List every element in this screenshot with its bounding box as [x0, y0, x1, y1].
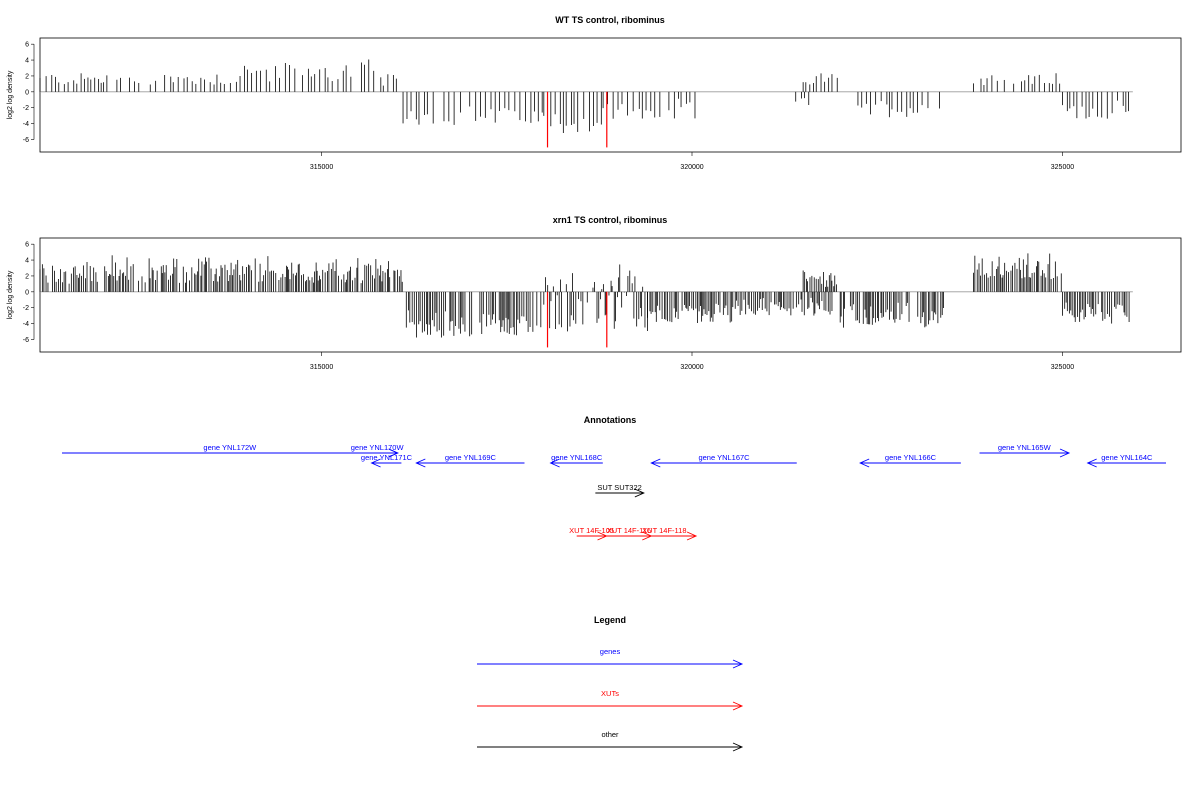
xrn1-x-tick-label: 325000: [1051, 364, 1074, 371]
wt-y-tick-label: 6: [25, 42, 29, 49]
xrn1-plot-frame: [39, 237, 1182, 353]
wt-density-panel: WT TS control, ribominus log2 log densit…: [7, 15, 1182, 171]
feature-label: gene YNL166C: [885, 453, 937, 462]
legend-items: genes XUTs other: [477, 647, 744, 752]
xrn1-y-tick-label: 4: [25, 258, 29, 265]
wt-panel-title: WT TS control, ribominus: [555, 15, 665, 25]
feature-arrow-head: [1059, 448, 1071, 458]
feature-arrow-head: [1086, 458, 1097, 468]
feature-label: SUT SUT322: [597, 483, 641, 492]
wt-y-axis: 6 4 2 0 -2 -4 -6: [23, 42, 35, 144]
feature-gene-ynl169c: gene YNL169C: [415, 453, 525, 468]
feature-gene-ynl166c: gene YNL166C: [859, 453, 961, 468]
feature-gene-ynl167c: gene YNL167C: [650, 453, 797, 468]
feature-arrow-head: [650, 458, 661, 468]
wt-y-tick-label: 0: [25, 89, 29, 96]
wt-y-tick-label: 2: [25, 73, 29, 80]
xrn1-y-tick-label: -2: [23, 305, 29, 312]
feature-arrow-head: [549, 458, 560, 468]
xrn1-density-bars: [39, 253, 1133, 348]
feature-label: gene YNL172W: [203, 443, 257, 452]
wt-x-tick-label: 315000: [310, 164, 333, 171]
wt-x-tick-label: 325000: [1051, 164, 1074, 171]
feature-arrow-head: [859, 458, 870, 468]
feature-label: gene YNL167C: [698, 453, 750, 462]
feature-arrow-head: [370, 458, 381, 468]
feature-arrow-head: [388, 448, 399, 458]
feature-xut-14f-118: XUT 14F-118: [632, 526, 698, 541]
legend-title: Legend: [594, 615, 626, 625]
xrn1-x-tick-label: 315000: [310, 364, 333, 371]
xrn1-x-axis: 315000 320000 325000: [310, 352, 1074, 371]
xrn1-y-tick-label: -4: [23, 321, 29, 328]
xrn1-x-tick-label: 320000: [680, 364, 703, 371]
xrn1-y-tick-label: 6: [25, 242, 29, 249]
wt-y-tick-label: -2: [23, 105, 29, 112]
feature-label: gene YNL171C: [361, 453, 413, 462]
legend-item-label: other: [601, 730, 619, 739]
legend-item-label: genes: [600, 647, 621, 656]
feature-gene-ynl168c: gene YNL168C: [549, 453, 603, 468]
wt-plot-frame: [39, 37, 1182, 153]
legend-item-other: other: [477, 730, 744, 752]
feature-gene-ynl170w: gene YNL170W: [351, 443, 405, 458]
legend-item-genes: genes: [477, 647, 744, 669]
feature-gene-ynl171c: gene YNL171C: [361, 453, 413, 468]
feature-label: gene YNL168C: [551, 453, 603, 462]
xrn1-y-tick-label: -6: [23, 337, 29, 344]
wt-y-tick-label: 4: [25, 58, 29, 65]
legend-arrow-head: [732, 701, 744, 711]
feature-arrow-head: [415, 458, 426, 468]
annotations-panel: Annotations gene YNL172W gene YNL170Wgene…: [62, 415, 1166, 541]
legend-arrow-head: [732, 742, 744, 752]
xrn1-y-axis: 6 4 2 0 -2 -4 -6: [23, 242, 35, 344]
xrn1-y-axis-label: log2 log density: [7, 270, 14, 319]
feature-label: gene YNL169C: [445, 453, 497, 462]
feature-arrow-head: [686, 531, 698, 541]
legend-item-xuts: XUTs: [477, 689, 744, 711]
feature-label: gene YNL164C: [1101, 453, 1153, 462]
feature-label: gene YNL165W: [998, 443, 1052, 452]
xrn1-density-panel: xrn1 TS control, ribominus log2 log dens…: [7, 215, 1182, 371]
wt-density-bars: [39, 59, 1133, 148]
feature-label: XUT 14F-118: [642, 526, 686, 535]
feature-label: XUT 14F-105: [569, 526, 614, 535]
feature-gene-ynl172w: gene YNL172W: [62, 443, 399, 458]
feature-gene-ynl165w: gene YNL165W: [979, 443, 1071, 458]
xrn1-panel-title: xrn1 TS control, ribominus: [553, 215, 668, 225]
xrn1-y-tick-label: 2: [25, 273, 29, 280]
legend-item-label: XUTs: [601, 689, 619, 698]
legend-panel: Legend genes XUTs other: [477, 615, 744, 752]
wt-y-tick-label: -6: [23, 137, 29, 144]
feature-gene-ynl164c: gene YNL164C: [1086, 453, 1166, 468]
feature-arrow-head: [634, 488, 645, 498]
wt-x-axis: 315000 320000 325000: [310, 152, 1074, 171]
annotations-title: Annotations: [584, 415, 637, 425]
xrn1-y-tick-label: 0: [25, 289, 29, 296]
feature-sut-sut322: SUT SUT322: [595, 483, 645, 498]
feature-label: gene YNL170W: [351, 443, 405, 452]
legend-arrow-head: [732, 659, 744, 669]
wt-y-axis-label: log2 log density: [7, 70, 14, 119]
wt-y-tick-label: -4: [23, 121, 29, 128]
wt-x-tick-label: 320000: [680, 164, 703, 171]
feature-label: XUT 14F-116: [607, 526, 651, 535]
